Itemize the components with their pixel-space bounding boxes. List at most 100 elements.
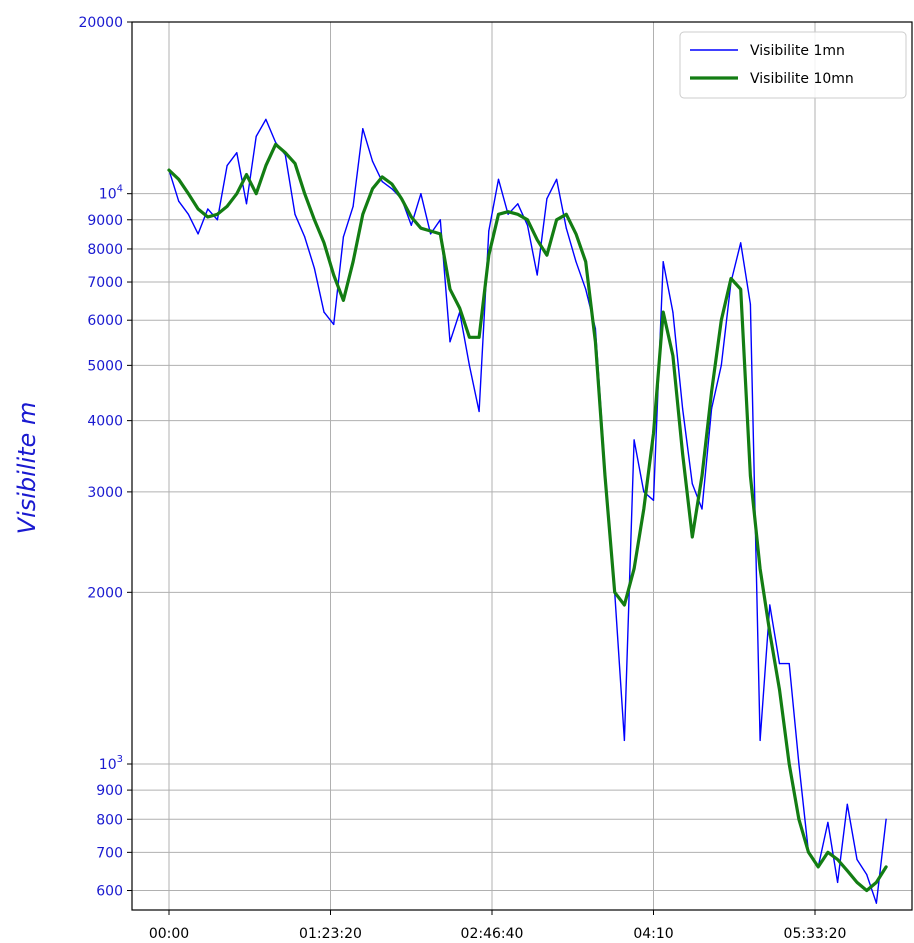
data-point <box>720 319 722 321</box>
data-point <box>236 152 238 154</box>
data-point <box>526 224 529 226</box>
y-axis-label: Visibilite m <box>13 402 41 535</box>
data-point <box>807 851 810 853</box>
data-point <box>546 254 548 256</box>
data-point <box>798 818 800 820</box>
data-point <box>749 475 752 477</box>
y-tick-label: 3000 <box>87 485 123 501</box>
y-tick-label: 7000 <box>87 275 123 291</box>
y-tick-label: 5000 <box>87 358 123 374</box>
data-point <box>875 902 878 904</box>
data-point <box>391 183 393 185</box>
y-tick-label: 104 <box>99 184 123 203</box>
data-point <box>245 174 248 176</box>
y-tick-label: 20000 <box>78 15 123 31</box>
data-point <box>323 242 325 244</box>
y-tick-label: 800 <box>96 812 123 828</box>
legend-label: Visibilite 10mn <box>750 71 854 87</box>
data-point <box>294 213 296 215</box>
data-point <box>216 213 218 215</box>
data-point <box>740 242 742 244</box>
data-point <box>304 236 306 238</box>
data-point <box>371 188 374 190</box>
data-point <box>740 288 742 290</box>
data-point <box>594 341 597 343</box>
data-point <box>468 336 470 338</box>
legend: Visibilite 1mn Visibilite 10mn <box>679 31 907 99</box>
data-point <box>178 200 180 202</box>
data-point <box>682 453 684 455</box>
data-point <box>333 323 335 325</box>
data-point <box>207 208 209 210</box>
data-point <box>430 230 432 232</box>
legend-box <box>679 31 907 99</box>
data-point <box>623 739 626 742</box>
data-point <box>585 261 587 263</box>
data-point <box>313 219 315 221</box>
x-tick-label: 02:46:40 <box>461 926 524 942</box>
data-point <box>875 881 878 884</box>
data-point <box>207 216 209 218</box>
legend-label: Visibilite 1mn <box>750 43 845 59</box>
data-point <box>507 211 509 213</box>
data-point <box>536 239 538 241</box>
data-point <box>575 261 577 263</box>
data-point <box>817 866 819 868</box>
data-point <box>517 213 519 215</box>
data-point <box>410 216 412 218</box>
data-point <box>778 689 781 691</box>
data-point <box>866 873 868 876</box>
y-tick-label: 600 <box>96 884 123 900</box>
data-point <box>488 254 490 256</box>
data-point <box>720 364 722 366</box>
data-point <box>488 230 490 232</box>
data-point <box>517 203 519 205</box>
x-tick-label: 00:00 <box>149 926 189 942</box>
data-point <box>197 208 199 210</box>
data-point <box>449 288 451 290</box>
data-point <box>633 439 635 441</box>
data-point <box>565 213 567 215</box>
data-point <box>837 858 839 861</box>
data-point <box>556 178 558 180</box>
data-point <box>187 193 189 195</box>
data-point <box>846 870 848 872</box>
data-point <box>352 205 354 207</box>
data-point <box>856 858 858 861</box>
data-point <box>294 162 296 164</box>
data-point <box>265 118 267 120</box>
plot-frame <box>131 21 913 911</box>
data-point <box>856 881 858 884</box>
data-point <box>255 193 257 195</box>
data-point <box>420 193 422 195</box>
y-tick-label: 700 <box>96 845 123 861</box>
data-point <box>604 475 606 477</box>
data-point <box>662 311 664 313</box>
data-point <box>265 165 267 167</box>
data-point <box>643 508 645 510</box>
data-point <box>401 198 403 200</box>
data-point <box>449 341 451 343</box>
data-point <box>410 224 412 226</box>
data-point <box>691 483 693 485</box>
data-point <box>885 818 887 820</box>
data-point <box>197 233 199 235</box>
data-point <box>798 763 800 765</box>
x-tick-label: 04:10 <box>633 926 673 942</box>
data-point <box>672 311 674 313</box>
data-point <box>711 390 713 393</box>
data-point <box>827 851 829 853</box>
data-point <box>788 763 790 765</box>
data-point <box>701 508 703 510</box>
data-point <box>682 408 684 410</box>
data-point <box>623 604 626 606</box>
data-point <box>769 604 771 606</box>
y-tick-label: 9000 <box>87 213 123 229</box>
data-point <box>187 213 189 215</box>
data-point <box>216 219 218 221</box>
data-point <box>439 233 441 235</box>
data-point <box>391 188 393 190</box>
data-point <box>371 160 374 162</box>
data-point <box>769 632 771 634</box>
data-point <box>226 165 228 167</box>
